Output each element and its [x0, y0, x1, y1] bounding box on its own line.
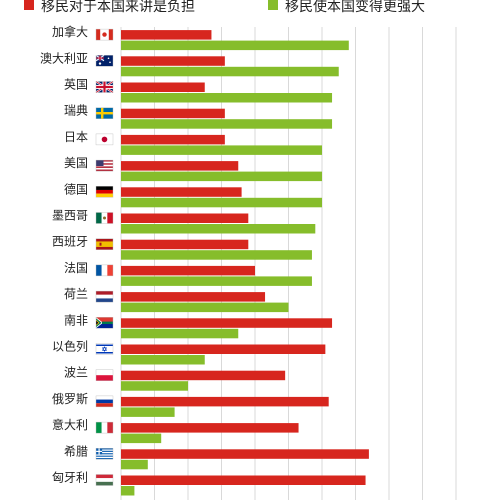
bar-stronger-south-africa — [121, 328, 239, 339]
gridlines — [120, 27, 457, 500]
category-label-greece: 希腊 — [64, 443, 88, 458]
legend-label-stronger: 移民使本国变得更强大 — [285, 0, 425, 15]
flag-israel-icon — [95, 343, 114, 355]
flag-hungary-icon — [95, 474, 114, 486]
bar-stronger-australia — [121, 66, 339, 77]
category-label-canada: 加拿大 — [52, 24, 88, 39]
flag-france-icon — [95, 264, 114, 277]
flag-germany-icon — [95, 186, 114, 198]
bar-stronger-poland — [121, 381, 188, 391]
category-label-germany: 德国 — [64, 181, 88, 196]
legend: 移民对于本国来讲是负担 移民使本国变得更强大 — [24, 0, 425, 15]
bar-burden-japan — [121, 134, 225, 145]
bars — [121, 30, 369, 496]
bar-stronger-russia — [121, 407, 175, 417]
category-label-usa: 美国 — [64, 156, 88, 170]
bar-stronger-mexico — [121, 224, 316, 234]
bar-stronger-usa — [121, 171, 322, 182]
bar-burden-netherlands — [121, 292, 266, 302]
category-label-poland: 波兰 — [64, 366, 88, 380]
bar-stronger-sweden — [121, 119, 333, 129]
category-labels: 加拿大澳大利亚英国瑞典日本美国德国墨西哥西班牙法国荷兰南非以色列波兰俄罗斯意大利… — [40, 24, 88, 484]
bar-burden-south-africa — [121, 318, 333, 328]
bar-burden-canada — [121, 30, 212, 40]
category-label-south-africa: 南非 — [64, 312, 88, 327]
category-label-sweden: 瑞典 — [64, 104, 88, 118]
flag-south-africa-icon — [95, 317, 114, 329]
category-label-russia: 俄罗斯 — [52, 392, 88, 406]
bar-stronger-israel — [121, 355, 205, 365]
legend-swatch-stronger — [268, 0, 278, 10]
legend-swatch-burden — [24, 0, 34, 10]
flag-australia-icon — [95, 54, 114, 67]
bar-burden-australia — [121, 56, 225, 66]
bar-stronger-netherlands — [121, 302, 289, 313]
flag-italy-icon — [95, 421, 114, 434]
category-label-japan: 日本 — [64, 130, 88, 144]
category-label-australia: 澳大利亚 — [40, 51, 88, 65]
flag-russia-icon — [95, 395, 114, 408]
bar-burden-germany — [121, 187, 242, 197]
category-label-italy: 意大利 — [52, 417, 88, 432]
bar-stronger-spain — [121, 250, 312, 260]
bar-burden-spain — [121, 239, 249, 250]
bar-burden-sweden — [121, 108, 225, 119]
bar-burden-france — [121, 265, 255, 276]
bar-burden-hungary — [121, 475, 366, 485]
category-label-hungary: 匈牙利 — [52, 471, 88, 485]
category-label-mexico: 墨西哥 — [52, 209, 88, 223]
flag-uk-icon — [95, 80, 114, 94]
legend-label-burden: 移民对于本国来讲是负担 — [41, 0, 195, 15]
bar-stronger-germany — [121, 197, 322, 208]
flag-poland-icon — [95, 369, 114, 381]
bar-stronger-uk — [121, 93, 333, 103]
bar-burden-israel — [121, 344, 326, 354]
bar-stronger-greece — [121, 459, 148, 470]
flag-canada-icon — [95, 28, 114, 41]
bar-burden-usa — [121, 161, 239, 171]
bar-stronger-hungary — [121, 486, 135, 496]
flag-japan-icon — [95, 133, 114, 146]
flag-netherlands-icon — [95, 290, 114, 303]
bar-burden-uk — [121, 82, 205, 92]
flags — [95, 28, 114, 486]
flag-mexico-icon — [95, 212, 114, 224]
bar-burden-poland — [121, 370, 286, 381]
bar-burden-italy — [121, 423, 299, 433]
bar-burden-mexico — [121, 213, 249, 223]
category-label-france: 法国 — [64, 261, 88, 275]
flag-greece-icon — [95, 448, 114, 460]
flag-spain-icon — [95, 238, 114, 250]
bar-stronger-france — [121, 276, 312, 286]
bar-stronger-italy — [121, 433, 162, 444]
flag-usa-icon — [95, 159, 114, 172]
bar-stronger-japan — [121, 145, 322, 155]
category-label-israel: 以色列 — [52, 340, 88, 354]
bar-burden-russia — [121, 396, 329, 407]
flag-sweden-icon — [95, 107, 114, 119]
bar-stronger-canada — [121, 40, 349, 51]
category-label-spain: 西班牙 — [52, 235, 88, 249]
category-label-uk: 英国 — [64, 78, 88, 92]
category-label-netherlands: 荷兰 — [64, 287, 88, 301]
bar-burden-greece — [121, 449, 369, 459]
